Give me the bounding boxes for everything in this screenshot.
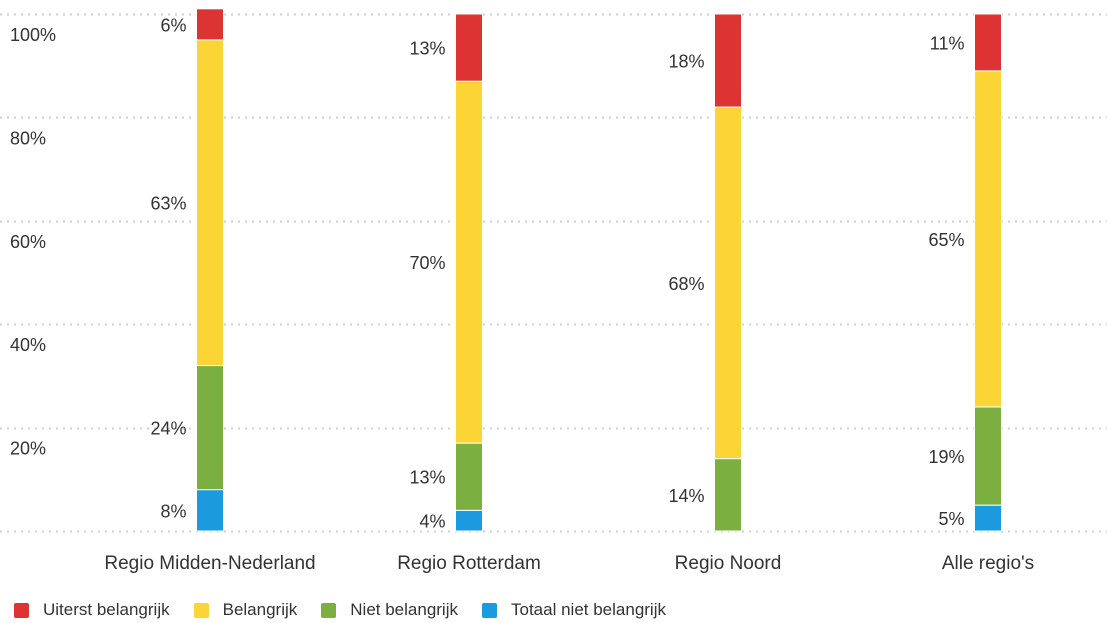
data-label: 18% bbox=[668, 52, 704, 72]
legend-swatch-belangrijk bbox=[193, 602, 209, 618]
data-label: 5% bbox=[938, 509, 964, 529]
bar-segment[interactable] bbox=[196, 365, 224, 491]
x-category-label: Alle regio's bbox=[942, 553, 1034, 574]
bars bbox=[196, 8, 1002, 532]
x-axis-category-labels: Regio Midden-Nederland Regio Rotterdam Reg… bbox=[104, 553, 1034, 574]
bar-segment[interactable] bbox=[196, 39, 224, 367]
bar-segment[interactable] bbox=[455, 80, 483, 444]
y-tick-label: 40% bbox=[10, 335, 46, 355]
x-category-label: Regio Midden-Nederland bbox=[104, 553, 315, 574]
y-tick-label: 60% bbox=[10, 232, 46, 252]
data-label: 14% bbox=[668, 486, 704, 506]
gridlines bbox=[0, 13, 1107, 533]
data-label: 6% bbox=[160, 15, 186, 35]
legend-label-totaal-niet-belangrijk: Totaal niet belangrijk bbox=[511, 600, 666, 619]
y-tick-label: 100% bbox=[10, 25, 56, 45]
data-label: 4% bbox=[419, 512, 445, 532]
chart-legend: Uiterst belangrijk Belangrijk Niet belan… bbox=[14, 600, 690, 620]
x-category-label: Regio Rotterdam bbox=[397, 553, 541, 574]
bar-segment[interactable] bbox=[196, 489, 224, 532]
legend-label-belangrijk: Belangrijk bbox=[222, 600, 298, 619]
bar-segment[interactable] bbox=[196, 8, 224, 41]
legend-item-uiterst-belangrijk[interactable]: Uiterst belangrijk bbox=[14, 600, 170, 620]
data-label: 13% bbox=[409, 468, 445, 488]
data-label: 63% bbox=[150, 194, 186, 214]
legend-item-niet-belangrijk[interactable]: Niet belangrijk bbox=[321, 600, 458, 620]
data-label: 8% bbox=[160, 501, 186, 521]
data-label: 13% bbox=[409, 39, 445, 59]
data-label: 11% bbox=[930, 33, 965, 53]
data-label: 70% bbox=[409, 253, 445, 273]
bar-segment[interactable] bbox=[974, 504, 1002, 532]
bar-segment[interactable] bbox=[974, 70, 1002, 408]
data-label: 65% bbox=[928, 230, 964, 250]
y-axis-tick-labels: 100% 80% 60% 40% 20% bbox=[10, 25, 56, 459]
y-tick-label: 20% bbox=[10, 439, 46, 459]
y-tick-label: 80% bbox=[10, 128, 46, 148]
legend-label-niet-belangrijk: Niet belangrijk bbox=[350, 600, 458, 619]
bar-segment[interactable] bbox=[455, 509, 483, 532]
legend-label-uiterst-belangrijk: Uiterst belangrijk bbox=[43, 600, 170, 619]
data-label: 24% bbox=[150, 419, 186, 439]
legend-swatch-niet-belangrijk bbox=[321, 602, 337, 618]
bar-segment[interactable] bbox=[974, 13, 1002, 72]
legend-item-belangrijk[interactable]: Belangrijk bbox=[193, 600, 298, 620]
chart-plot-area: 100% 80% 60% 40% 20% 8% 24% 63% 6% 4% 13% 70% 13% 14… bbox=[0, 8, 1107, 574]
bar-segment[interactable] bbox=[455, 13, 483, 82]
x-category-label: Regio Noord bbox=[675, 553, 782, 574]
legend-item-totaal-niet-belangrijk[interactable]: Totaal niet belangrijk bbox=[482, 600, 666, 620]
bar-segment[interactable] bbox=[714, 106, 742, 460]
legend-swatch-totaal-niet-belangrijk bbox=[482, 602, 497, 618]
legend-swatch-uiterst-belangrijk bbox=[14, 602, 29, 618]
bar-segment[interactable] bbox=[455, 442, 483, 511]
data-label: 19% bbox=[928, 447, 964, 467]
data-label: 68% bbox=[668, 274, 704, 294]
data-labels: 8% 24% 63% 6% 4% 13% 70% 13% 14% 68% 18% 5% 19% 65% 11… bbox=[150, 15, 964, 531]
bar-segment[interactable] bbox=[714, 13, 742, 108]
bar-segment[interactable] bbox=[714, 458, 742, 532]
bar-segment[interactable] bbox=[974, 406, 1002, 506]
